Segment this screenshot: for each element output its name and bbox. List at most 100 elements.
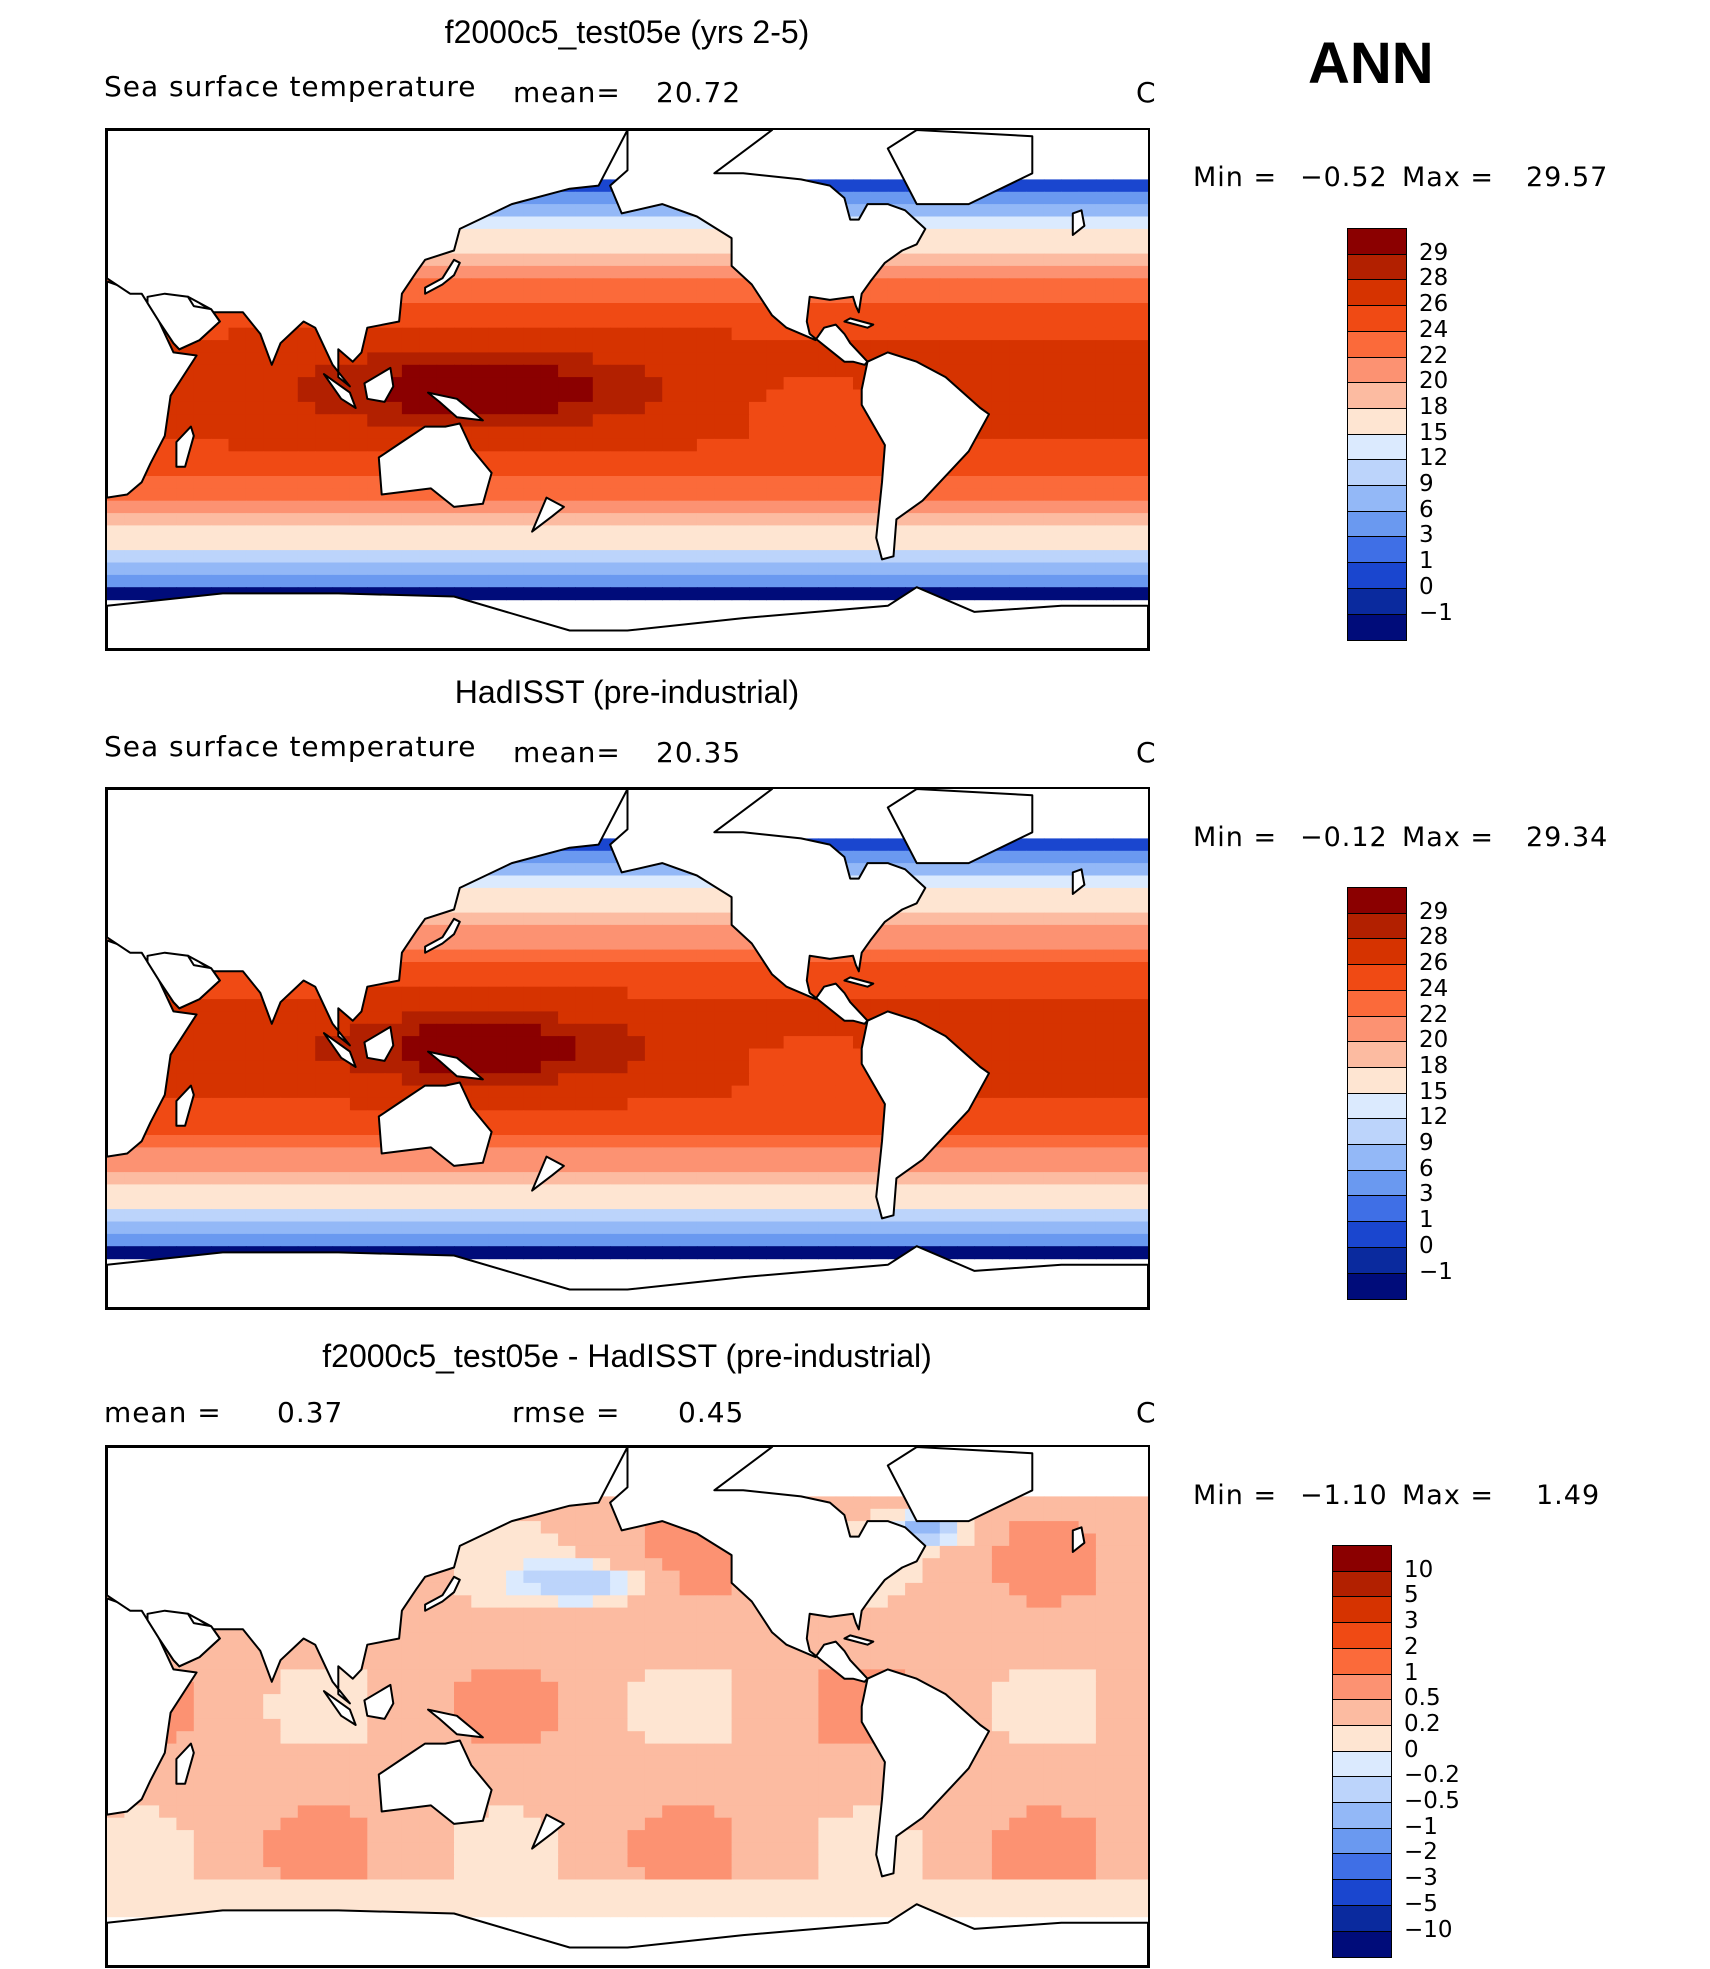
landmass-n_america [609,1447,927,1683]
panel-3-rmse-label: rmse = [512,1396,621,1429]
colorbar-label: 1 [1404,1659,1419,1686]
colorbar-swatch [1332,1853,1392,1881]
panel-3-rmse-value: 0.45 [678,1396,745,1429]
landmass-greenland [886,1447,1034,1523]
colorbar-swatch [1347,279,1407,307]
colorbar-label: −2 [1404,1839,1438,1866]
colorbar-swatch [1347,305,1407,333]
colorbar-swatch [1347,536,1407,564]
colorbar-label: 28 [1419,265,1449,292]
colorbar-swatch [1347,1169,1407,1197]
panel-1-subtitle: Sea surface temperature [104,70,477,103]
panel-1-map [105,128,1150,651]
colorbar-swatch [1347,938,1407,966]
landmass-borneo [363,366,395,403]
colorbar-swatch [1332,1622,1392,1650]
colorbar-swatch [1347,887,1407,915]
colorbar-swatch [1347,433,1407,461]
landmass-uk [1071,1526,1086,1553]
field-layer [107,838,1148,1260]
colorbar-label: 28 [1419,924,1449,951]
colorbar-swatch [1332,1879,1392,1907]
colorbar-swatch [1332,1596,1392,1624]
coastlines [107,789,1148,1308]
panel-1-title: f2000c5_test05e (yrs 2-5) [444,14,810,50]
landmass-s_america [860,351,990,561]
colorbar-swatch [1332,1930,1392,1958]
landmass-arabia [146,951,221,1010]
panel-2-title: HadISST (pre-industrial) [454,674,800,710]
landmass-s_america [860,1010,990,1220]
colorbar-label: 20 [1419,1027,1449,1054]
landmass-madagascar [175,1084,195,1127]
colorbar-label: 9 [1419,1130,1434,1156]
panel-2-subtitle: Sea surface temperature [104,730,477,763]
colorbar-label: 18 [1419,393,1449,420]
coastlines [107,1447,1148,1966]
colorbar-label: 29 [1419,239,1449,266]
colorbar-swatch [1347,485,1407,513]
landmass-antarctica [107,1245,1148,1308]
colorbar-swatch [1347,1221,1407,1249]
colorbar-label: 24 [1419,975,1449,1002]
landmass-uk [1071,209,1086,236]
landmass-greenland [886,789,1034,865]
colorbar-swatch [1332,1750,1392,1778]
landmass-australia [377,1739,493,1825]
colorbar-swatch [1347,1015,1407,1043]
colorbar-swatch [1347,1041,1407,1069]
colorbar-label: 3 [1404,1608,1419,1635]
colorbar-swatch [1347,330,1407,358]
colorbar-swatch [1347,964,1407,992]
landmass-cuba [843,976,875,988]
colorbar-label: 18 [1419,1052,1449,1079]
colorbar-label: 3 [1419,1181,1434,1208]
colorbar-swatch [1347,382,1407,410]
colorbar-label: −0.2 [1404,1762,1460,1789]
landmass-greenland [886,130,1034,206]
panel-3-max-value: 1.49 [1536,1480,1601,1511]
landmass-japan [424,258,461,295]
landmass-japan [424,917,461,954]
colorbar-swatch [1347,1066,1407,1095]
colorbar-swatch [1347,912,1407,940]
colorbar-label: −1 [1419,599,1453,626]
colorbar-label: 9 [1419,471,1434,497]
colorbar-label: 26 [1419,950,1449,977]
colorbar-swatch [1332,1545,1392,1573]
colorbar-swatch [1332,1802,1392,1830]
colorbar-swatch [1332,1724,1392,1753]
colorbar-label: 29 [1419,898,1449,925]
colorbar-swatch [1347,1272,1407,1300]
colorbar-swatch [1332,1699,1392,1727]
landmass-cuba [843,1634,875,1646]
colorbar-swatch [1332,1673,1392,1701]
landmass-arabia [146,292,221,351]
colorbar-label: 0 [1419,573,1434,600]
colorbar-swatch [1332,1647,1392,1675]
colorbar-swatch [1347,1246,1407,1274]
panel-2-min-label: Min = [1193,822,1278,853]
colorbar-label: 0.2 [1404,1710,1441,1737]
panel-2-units: C [1136,736,1157,769]
landmass-n_america [609,130,927,366]
colorbar-swatch [1347,1195,1407,1223]
panel-1-map-svg [107,130,1148,649]
landmass-antarctica [107,586,1148,649]
colorbar-swatch [1347,562,1407,590]
colorbar-swatch [1332,1776,1392,1804]
colorbar-label: 0.5 [1404,1685,1441,1712]
panel-1-min-label: Min = [1193,162,1278,193]
landmass-n_america [609,789,927,1025]
landmass-antarctica [107,1903,1148,1966]
colorbar-swatch [1347,1118,1407,1146]
panel-2-min-value: −0.12 [1300,822,1388,853]
colorbar-label: 12 [1419,1104,1449,1131]
colorbar-label: 1 [1419,548,1434,575]
panel-2-max-label: Max = [1402,822,1495,853]
colorbar-label: 6 [1419,496,1434,523]
colorbar-label: 22 [1419,342,1449,369]
colorbar-swatch [1332,1570,1392,1598]
colorbar-label: −5 [1404,1890,1438,1917]
colorbar-label: 0 [1419,1232,1434,1259]
